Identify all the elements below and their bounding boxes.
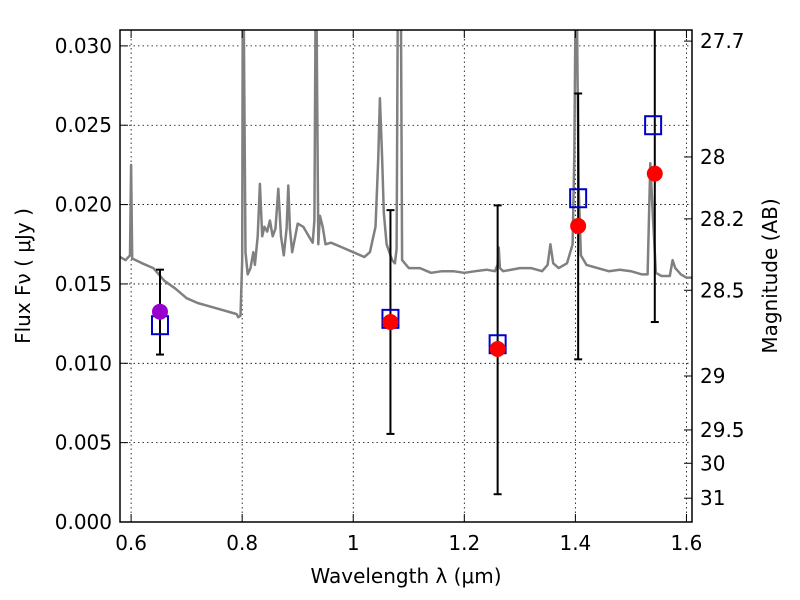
x-tick-label: 0.8 bbox=[226, 531, 258, 555]
x-tick-label: 0.6 bbox=[115, 531, 147, 555]
y-tick-label: 0.030 bbox=[55, 34, 112, 58]
y-tick-label: 0.025 bbox=[55, 113, 112, 137]
tick-group: 0.6 0.8 1 1.2 1.4 1.6 0.000 0.005 0.010 0.015 0.02… bbox=[55, 29, 745, 555]
plot-frame bbox=[119, 29, 693, 523]
observed-circle-marker bbox=[489, 341, 506, 358]
marker-group bbox=[150, 115, 663, 358]
right-y-tick-label: 28.5 bbox=[700, 278, 745, 302]
model-square-marker bbox=[569, 188, 588, 209]
x-tick-label: 1.4 bbox=[559, 531, 591, 555]
right-y-tick-label: 31 bbox=[700, 486, 725, 510]
x-tick-label: 1.2 bbox=[448, 531, 480, 555]
right-y-tick-label: 28.2 bbox=[700, 207, 745, 231]
x-axis-title: Wavelength λ (μm) bbox=[310, 564, 501, 588]
x-tick-label: 1.6 bbox=[671, 531, 703, 555]
model-square-marker bbox=[644, 115, 663, 136]
right-y-tick-label: 29.5 bbox=[700, 418, 745, 442]
y-tick-label: 0.010 bbox=[55, 351, 112, 375]
observed-circle-marker bbox=[382, 314, 399, 331]
right-y-axis-title: Magnitude (AB) bbox=[758, 198, 782, 353]
optical-circle-marker bbox=[151, 303, 168, 320]
right-y-tick-label: 30 bbox=[700, 451, 725, 475]
observed-circle-marker bbox=[646, 165, 663, 182]
right-y-tick-label: 27.7 bbox=[700, 29, 745, 53]
y-tick-label: 0.020 bbox=[55, 193, 112, 217]
x-tick-label: 1 bbox=[347, 531, 360, 555]
y-tick-label: 0.005 bbox=[55, 431, 112, 455]
y-tick-label: 0.015 bbox=[55, 272, 112, 296]
right-y-tick-label: 28 bbox=[700, 145, 725, 169]
y-tick-label: 0.000 bbox=[55, 510, 112, 534]
grid bbox=[120, 30, 692, 523]
right-y-tick-label: 29 bbox=[700, 364, 725, 388]
y-axis-title: Flux Fν ( μJy ) bbox=[11, 208, 35, 344]
observed-circle-marker bbox=[570, 218, 587, 235]
